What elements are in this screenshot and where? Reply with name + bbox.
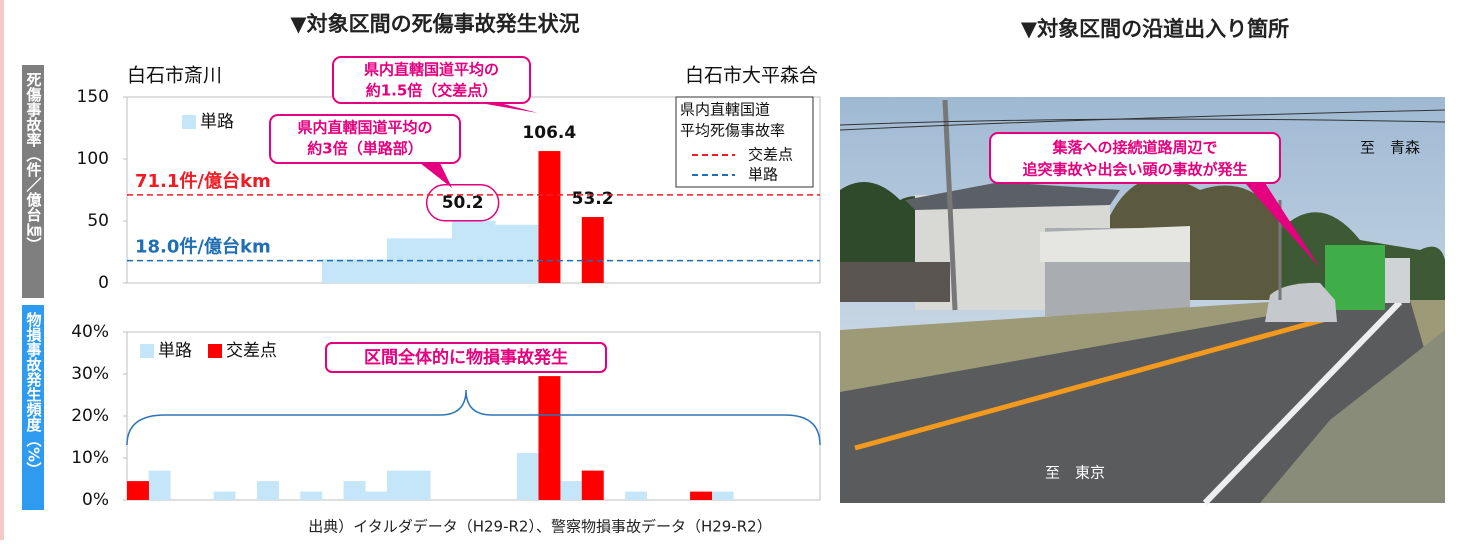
reference-legend-title: 県内直轄国道 — [680, 101, 770, 119]
data-label: 50.2 — [442, 193, 484, 213]
y-tick-label: 0 — [98, 273, 109, 293]
callout-pointer — [420, 163, 452, 188]
page: { "header": {"left_title": "▼対象区間の死傷事故発生… — [0, 0, 1465, 540]
y-tick-label: 20% — [71, 406, 109, 426]
reference-legend-label: 単路 — [748, 166, 778, 184]
legend-label: 単路 — [200, 112, 234, 132]
figure: ▼対象区間の死傷事故発生状況 ▼対象区間の沿道出入り箇所 死傷事故率（件／億台㎞… — [0, 0, 1465, 540]
source-note: 出典）イタルダデータ（H29-R2）、警察物損事故データ（H29-R2） — [308, 518, 771, 536]
y-tick-label: 150 — [77, 87, 109, 107]
y-tick-label: 0% — [82, 490, 109, 510]
bar — [127, 481, 149, 500]
bar — [365, 259, 387, 283]
bar — [322, 259, 344, 283]
bar — [409, 471, 431, 500]
bar — [452, 221, 474, 283]
place-label: 白石市斎川 — [127, 65, 222, 87]
bar — [365, 492, 387, 500]
brace — [127, 390, 820, 445]
bar — [257, 481, 279, 500]
bar — [149, 471, 171, 500]
bar — [582, 471, 604, 500]
bar — [582, 217, 604, 283]
y-axis-label: 死傷事故率（件／億台㎞） — [25, 72, 43, 252]
direction-label: 至 青森 — [1360, 139, 1420, 157]
legend-swatch — [208, 344, 222, 358]
bar — [344, 259, 366, 283]
bar — [690, 492, 712, 500]
bar — [344, 481, 366, 500]
bar — [538, 376, 560, 500]
bar — [214, 492, 236, 500]
data-label: 53.2 — [572, 189, 614, 209]
callout-text: 約1.5倍（交差点） — [366, 82, 498, 100]
bar — [517, 453, 539, 500]
legend-swatch — [182, 115, 196, 129]
photo-callout: 追突事故や出会い頭の事故が発生 — [1022, 161, 1247, 179]
direction-label: 至 東京 — [1045, 464, 1105, 482]
bar — [560, 481, 582, 500]
reference-legend-label: 交差点 — [748, 146, 793, 164]
callout-text: 県内直轄国道平均の — [297, 119, 432, 137]
place-label: 白石市大平森合 — [685, 65, 818, 87]
reference-label: 71.1件/億台km — [135, 170, 271, 192]
data-label: 106.4 — [522, 123, 576, 143]
callout-text: 県内直轄国道平均の — [364, 61, 499, 79]
y-tick-label: 100 — [77, 149, 109, 169]
callout-text: 約3倍（単路部） — [307, 140, 422, 158]
bar — [474, 221, 496, 283]
y-tick-label: 40% — [71, 322, 109, 342]
reference-label: 18.0件/億台km — [135, 236, 271, 258]
bar — [387, 471, 409, 500]
bar — [495, 225, 517, 283]
legend-label: 交差点 — [226, 341, 277, 361]
y-tick-label: 10% — [71, 448, 109, 468]
bar — [300, 492, 322, 500]
reference-legend-title: 平均死傷事故率 — [680, 122, 785, 140]
bar — [538, 151, 560, 283]
y-tick-label: 50 — [87, 211, 109, 231]
legend-swatch — [140, 344, 154, 358]
bar — [712, 492, 734, 500]
annotation-text: 区間全体的に物損事故発生 — [364, 347, 568, 368]
right-title: ▼対象区間の沿道出入り箇所 — [1021, 17, 1289, 41]
bar — [517, 225, 539, 283]
y-tick-label: 30% — [71, 364, 109, 384]
left-title: ▼対象区間の死傷事故発生状況 — [290, 12, 579, 36]
photo-callout: 集落への接続道路周辺で — [1051, 139, 1217, 157]
legend-label: 単路 — [158, 341, 192, 361]
y-axis-label: 物損事故発生頻度（%） — [25, 311, 43, 477]
bar — [625, 492, 647, 500]
photo — [840, 97, 1445, 503]
page-edge — [0, 0, 4, 540]
callout-pointer — [480, 103, 538, 113]
